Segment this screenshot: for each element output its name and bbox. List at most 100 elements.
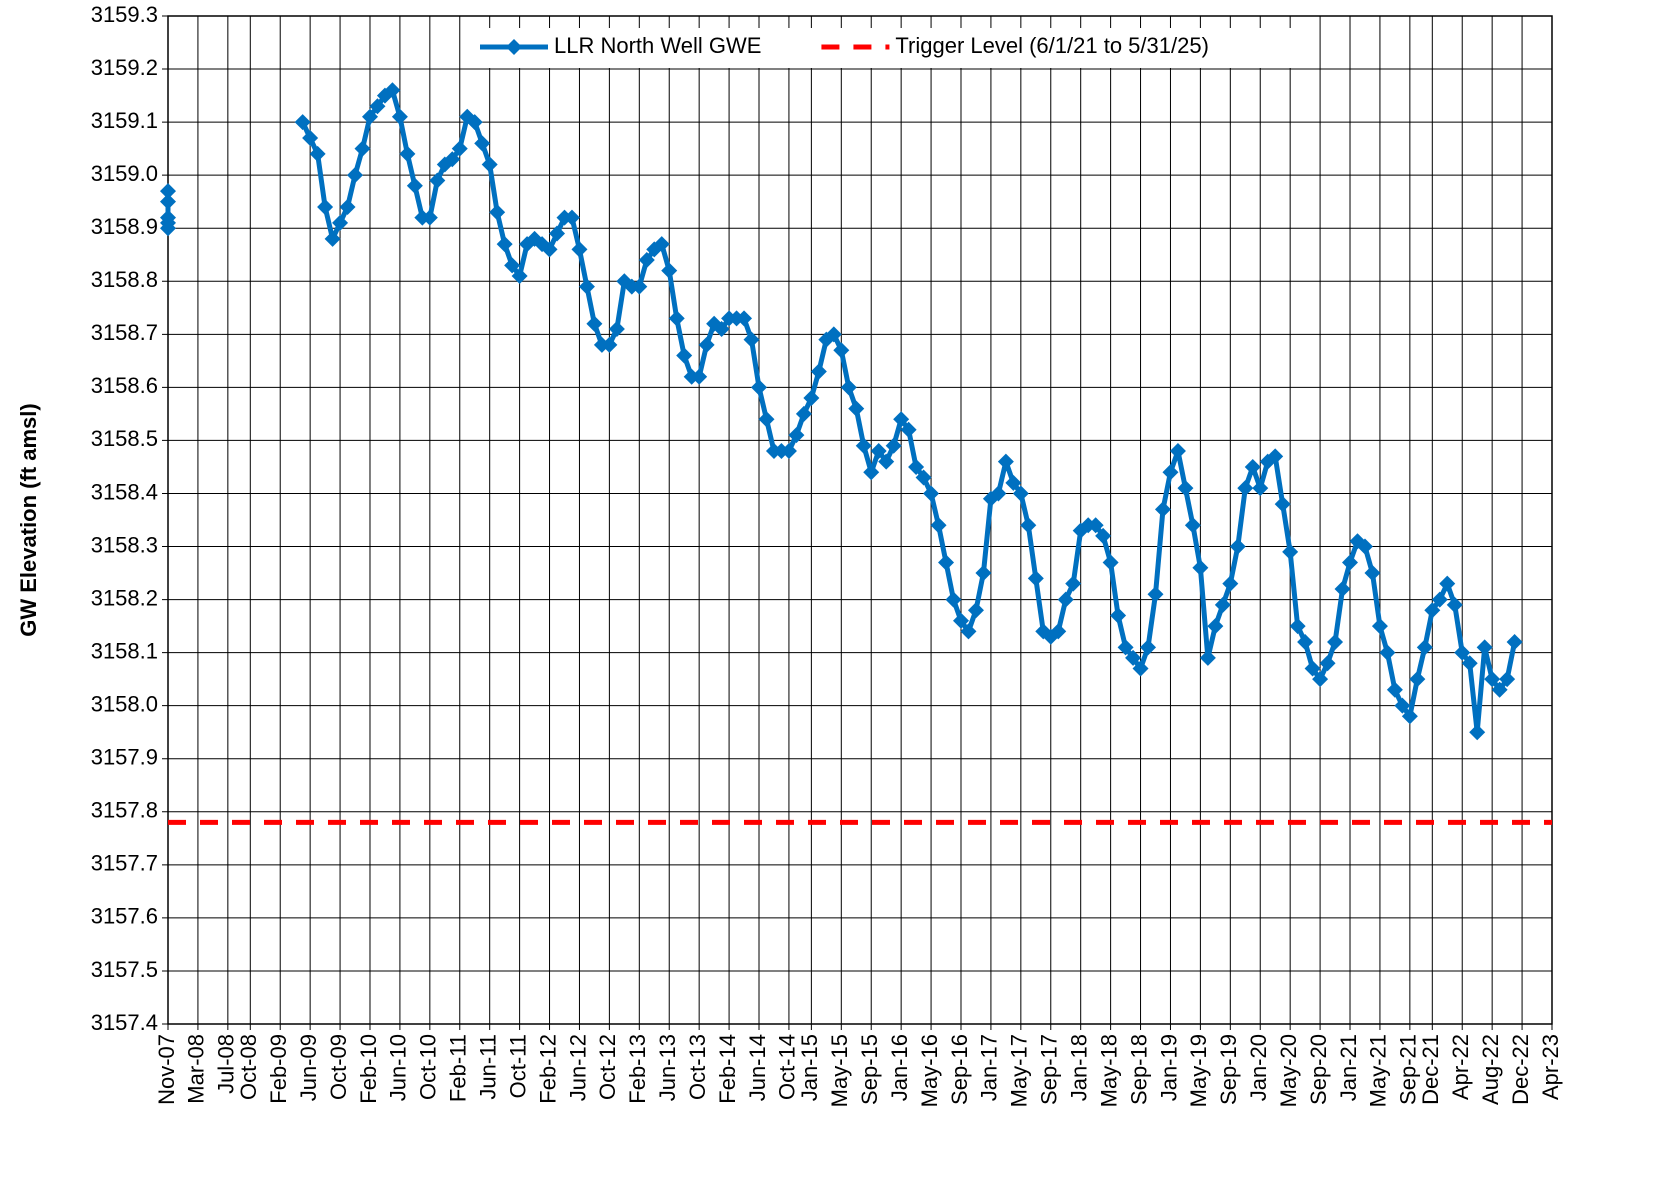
data-point (1027, 570, 1044, 587)
data-point (870, 443, 887, 460)
x-tick-label: May-20 (1276, 1034, 1301, 1107)
x-tick-label: Sep-17 (1037, 1034, 1062, 1105)
y-tick-label: 3157.6 (91, 904, 158, 929)
x-tick-label: Jan-20 (1246, 1034, 1271, 1101)
data-point (1319, 655, 1336, 672)
data-point (1394, 697, 1411, 714)
x-tick-label: Sep-20 (1306, 1034, 1331, 1105)
y-tick-label: 3159.1 (91, 108, 158, 133)
data-point (893, 411, 910, 428)
data-point (1334, 580, 1351, 597)
data-point (676, 347, 693, 364)
y-tick-label: 3158.2 (91, 585, 158, 610)
data-point (1184, 517, 1201, 534)
data-point (563, 209, 580, 226)
data-point (1214, 596, 1231, 613)
data-point (1102, 554, 1119, 571)
data-point (810, 363, 827, 380)
data-point (1401, 708, 1418, 725)
data-point (1297, 634, 1314, 651)
data-point (361, 108, 378, 125)
data-point (1207, 618, 1224, 635)
x-tick-label: Aug-22 (1478, 1034, 1503, 1105)
data-point (406, 177, 423, 194)
data-point (324, 230, 341, 247)
data-point (923, 485, 940, 502)
data-point (160, 193, 176, 210)
data-point (975, 565, 992, 582)
data-point (713, 321, 730, 338)
data-point (504, 257, 521, 274)
data-point (1162, 464, 1179, 481)
data-point (1304, 660, 1321, 677)
data-point (1125, 649, 1142, 666)
x-tick-label: Oct-14 (775, 1034, 800, 1100)
x-tick-label: Sep-16 (947, 1034, 972, 1105)
data-point (1364, 565, 1381, 582)
y-tick-label: 3157.8 (91, 798, 158, 823)
y-tick-label: 3158.7 (91, 320, 158, 345)
x-tick-label: Dec-22 (1508, 1034, 1533, 1105)
data-point (1192, 559, 1209, 576)
data-point (1199, 649, 1216, 666)
data-point (900, 421, 917, 438)
data-point (489, 204, 506, 221)
data-point (1461, 655, 1478, 672)
data-point (1057, 591, 1074, 608)
y-tick-label: 3158.5 (91, 426, 158, 451)
data-point (1087, 517, 1104, 534)
data-point (332, 214, 349, 231)
legend-label: LLR North Well GWE (554, 33, 761, 58)
data-point (661, 262, 678, 279)
legend-label: Trigger Level (6/1/21 to 5/31/25) (895, 33, 1208, 58)
x-tick-label: Oct-13 (685, 1034, 710, 1100)
data-point (691, 368, 708, 385)
data-point (1446, 596, 1463, 613)
data-point (309, 145, 326, 162)
y-tick-label: 3157.5 (91, 957, 158, 982)
data-point (1020, 517, 1037, 534)
x-tick-label: Sep-18 (1126, 1034, 1151, 1105)
data-point (1424, 602, 1441, 619)
x-tick-label: Jan-16 (887, 1034, 912, 1101)
data-point (952, 612, 969, 629)
x-tick-label: Oct-12 (595, 1034, 620, 1100)
data-point (1476, 639, 1493, 656)
y-tick-label: 3158.0 (91, 691, 158, 716)
data-point (1050, 623, 1067, 640)
data-point (795, 405, 812, 422)
data-point (160, 183, 176, 200)
y-tick-label: 3157.4 (91, 1010, 158, 1035)
x-tick-label: Jun-12 (565, 1034, 590, 1101)
data-point (698, 336, 715, 353)
data-point (743, 331, 760, 348)
x-tick-label: Feb-09 (266, 1034, 291, 1104)
data-point (758, 411, 775, 428)
x-tick-label: Jan-15 (797, 1034, 822, 1101)
x-tick-label: Sep-19 (1216, 1034, 1241, 1105)
x-tick-label: May-16 (917, 1034, 942, 1107)
data-point (855, 437, 872, 454)
x-tick-label: May-21 (1366, 1034, 1391, 1107)
data-point (1506, 634, 1523, 651)
data-point (608, 321, 625, 338)
legend-box (470, 28, 1300, 68)
data-point (653, 236, 670, 253)
x-tick-label: Sep-21 (1396, 1034, 1421, 1105)
y-tick-label: 3158.1 (91, 638, 158, 663)
data-point (294, 114, 311, 131)
data-point (578, 278, 595, 295)
x-tick-label: Feb-10 (356, 1034, 381, 1104)
x-tick-label: Apr-22 (1448, 1034, 1473, 1100)
x-tick-label: May-15 (827, 1034, 852, 1107)
x-tick-label: May-18 (1096, 1034, 1121, 1107)
data-point (1005, 474, 1022, 491)
x-tick-label: Jul-08 (214, 1034, 239, 1094)
data-point (1484, 671, 1501, 688)
data-point (736, 310, 753, 327)
y-axis-title: GW Elevation (ft amsl) (16, 403, 41, 636)
data-point (960, 623, 977, 640)
data-point (1229, 538, 1246, 555)
data-point (848, 400, 865, 417)
x-tick-label: Oct-11 (505, 1034, 530, 1098)
